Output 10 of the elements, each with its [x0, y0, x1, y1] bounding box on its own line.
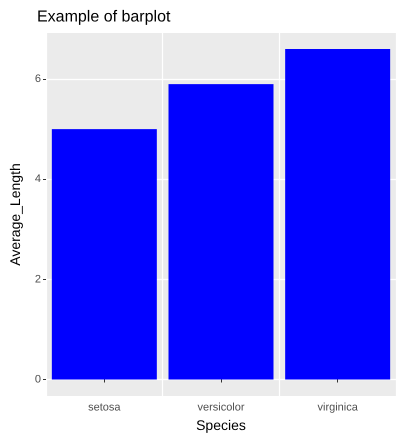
- x-axis-title: Species: [196, 417, 246, 433]
- x-tick-label: versicolor: [197, 402, 245, 414]
- chart-title: Example of barplot: [37, 8, 171, 26]
- y-axis-title: Average_Length: [7, 163, 23, 266]
- x-tick-label: setosa: [88, 402, 122, 414]
- x-tick-label: virginica: [317, 402, 359, 414]
- y-tick-label: 4: [34, 173, 41, 186]
- y-tick-label: 2: [34, 273, 41, 286]
- y-tick-label: 0: [34, 373, 41, 386]
- y-tick-label: 6: [34, 73, 41, 86]
